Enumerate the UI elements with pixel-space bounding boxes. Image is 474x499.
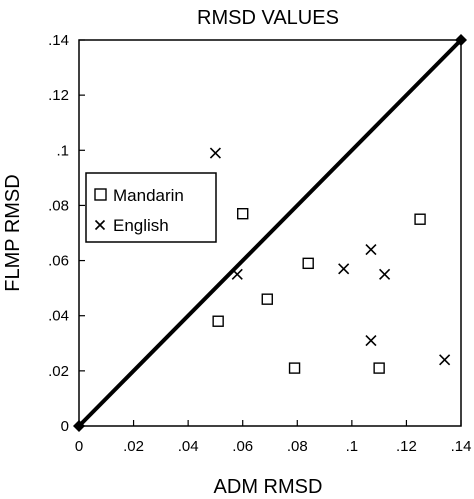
point-english-0: [209, 147, 221, 159]
x-tick-label: .06: [232, 438, 253, 455]
diagonal-line: [77, 38, 463, 428]
y-tick-label: .14: [48, 32, 69, 49]
x-tick-label: .14: [451, 438, 472, 455]
y-tick-label: .12: [48, 87, 69, 104]
y-axis-ticks: 0 .02 .04 .06 .08 .1 .12 .14: [48, 32, 85, 435]
x-tick-label: .12: [396, 438, 417, 455]
point-mandarin-1: [212, 315, 224, 327]
point-mandarin-6: [373, 362, 385, 374]
point-mandarin-5: [288, 362, 301, 374]
legend-label-english: English: [113, 216, 169, 235]
point-english-4: [379, 268, 391, 280]
y-tick-label: .06: [48, 253, 69, 270]
legend-x-marker-icon: [94, 219, 106, 231]
y-tick-label: .02: [48, 363, 69, 380]
data-points: [209, 147, 451, 374]
x-tick-label: .1: [346, 438, 359, 455]
y-tick-label: .1: [56, 142, 69, 159]
point-english-3: [365, 243, 377, 256]
x-axis-label: ADM RMSD: [214, 476, 323, 498]
legend-square-marker-icon: [94, 188, 107, 201]
point-mandarin-3: [302, 257, 314, 270]
y-tick-label: .08: [48, 197, 69, 214]
plot-frame: [78, 39, 462, 427]
y-tick-label: .04: [48, 308, 69, 325]
y-axis-label: FLMP RMSD: [2, 174, 24, 291]
y-tick-label: 0: [61, 418, 69, 435]
point-mandarin-4: [414, 213, 426, 225]
x-tick-label: .02: [123, 438, 144, 455]
x-axis-ticks: 0 .02 .04 .06 .08 .1 .12 .14: [75, 420, 472, 455]
point-mandarin-0: [237, 207, 249, 220]
chart-title: RMSD VALUES: [197, 7, 339, 29]
point-english-5: [365, 334, 377, 347]
point-english-2: [338, 263, 350, 275]
diagonal-end-marker-1: [455, 34, 467, 46]
legend: Mandarin English: [85, 172, 217, 243]
x-tick-label: .08: [287, 438, 308, 455]
point-english-1: [231, 268, 243, 280]
point-mandarin-2: [261, 293, 273, 305]
legend-box: [85, 172, 217, 243]
x-tick-label: .04: [178, 438, 199, 455]
x-tick-label: 0: [75, 438, 83, 455]
legend-label-mandarin: Mandarin: [113, 186, 184, 205]
point-english-6: [439, 354, 451, 366]
